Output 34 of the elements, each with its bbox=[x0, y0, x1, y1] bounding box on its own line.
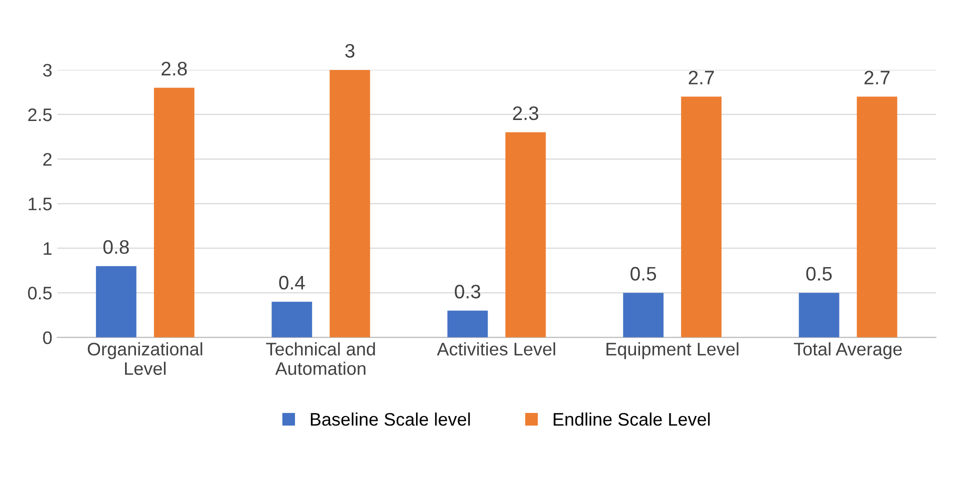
data-label: 0.4 bbox=[279, 276, 305, 290]
y-tick-label: 0 bbox=[43, 331, 52, 344]
bar bbox=[447, 310, 488, 338]
data-label: 2.7 bbox=[688, 70, 714, 84]
data-label: 2.7 bbox=[864, 70, 890, 84]
bar bbox=[330, 70, 370, 338]
y-tick-label: 2.5 bbox=[28, 108, 52, 122]
data-label: 0.5 bbox=[630, 266, 656, 281]
bar bbox=[856, 96, 898, 338]
bar bbox=[623, 292, 664, 338]
bar bbox=[272, 302, 312, 338]
data-label: 0.5 bbox=[806, 266, 832, 281]
bar bbox=[154, 88, 194, 338]
x-tick-label: Total Average bbox=[794, 342, 902, 360]
y-tick-label: 1.5 bbox=[28, 198, 52, 210]
data-label: 0.3 bbox=[454, 284, 480, 298]
data-label: 2.8 bbox=[162, 62, 187, 76]
y-tick-label: 0.5 bbox=[28, 286, 52, 300]
legend-label: Endline Scale Level bbox=[554, 412, 710, 426]
y-tick-label: 1 bbox=[44, 242, 52, 255]
data-label: 2.3 bbox=[513, 106, 538, 120]
bar bbox=[505, 132, 546, 338]
data-label: 3 bbox=[345, 44, 354, 58]
bar bbox=[96, 266, 136, 338]
x-tick-label: Activities Level bbox=[436, 342, 556, 356]
bar bbox=[798, 292, 840, 338]
x-tick-label: Organizational Level bbox=[88, 342, 202, 375]
legend-label: Baseline Scale level bbox=[310, 412, 470, 426]
y-tick-label: 2 bbox=[43, 152, 52, 166]
x-tick-label: Technical and Automation bbox=[266, 342, 375, 375]
bar bbox=[681, 96, 722, 338]
x-tick-label: Equipment Level bbox=[606, 342, 738, 360]
y-tick-label: 3 bbox=[43, 64, 52, 77]
data-label: 0.8 bbox=[103, 240, 129, 254]
